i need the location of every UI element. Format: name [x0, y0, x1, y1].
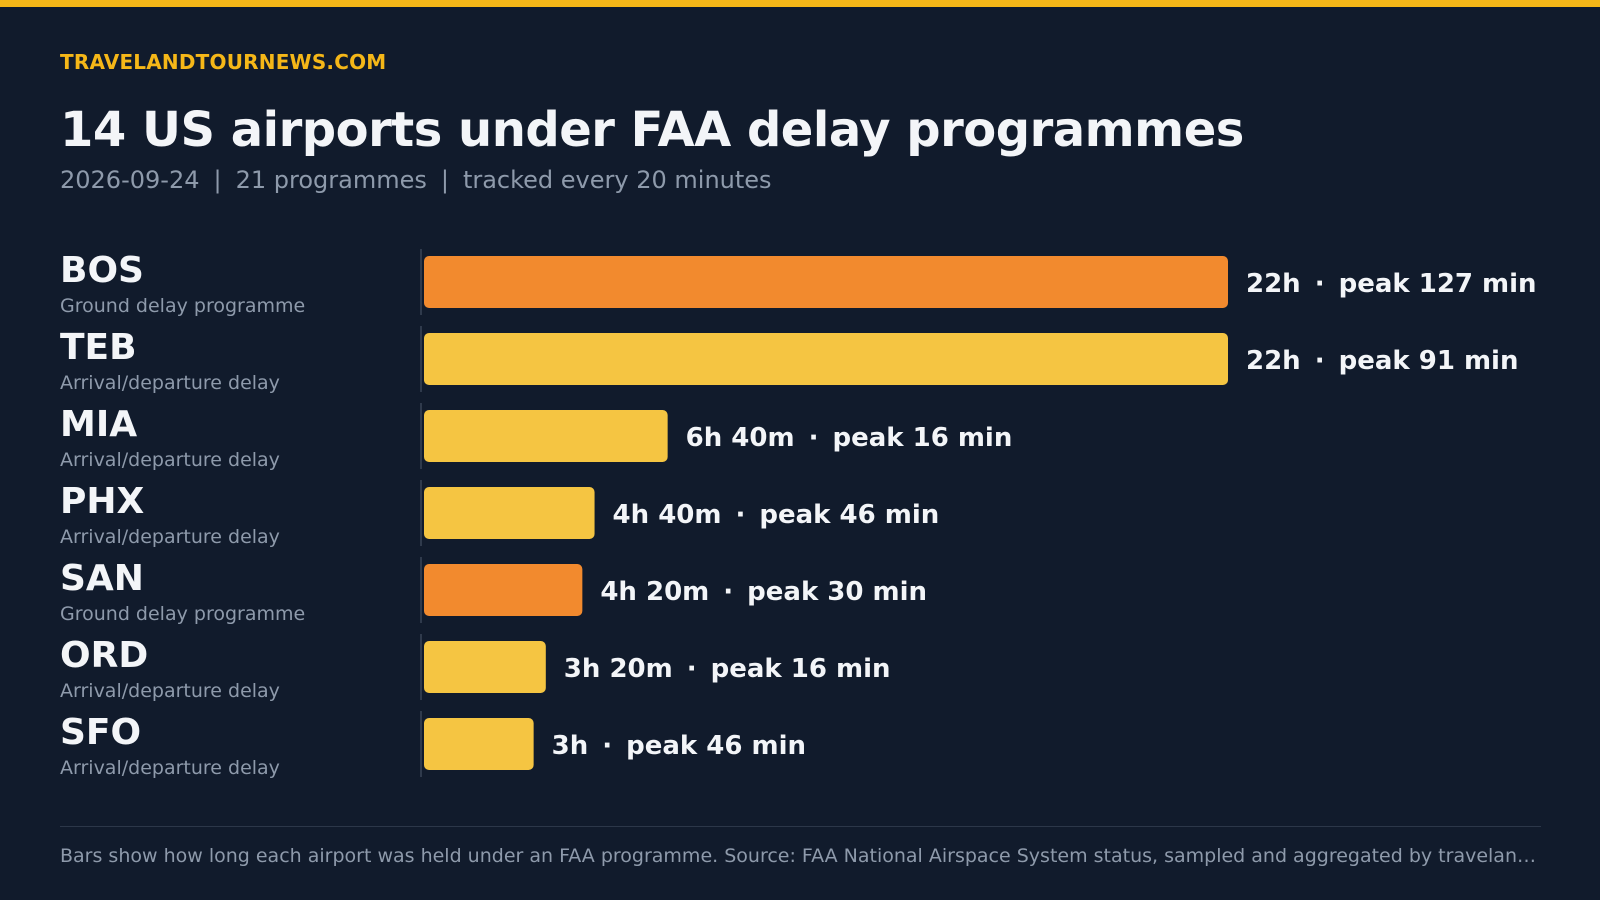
- data-label-ord: 3h 20m · peak 16 min: [564, 654, 891, 684]
- data-label-teb: 22h · peak 91 min: [1246, 346, 1518, 376]
- programme-type-label: Arrival/departure delay: [60, 680, 280, 702]
- bar-ord: [424, 641, 546, 693]
- programme-type-label: Arrival/departure delay: [60, 449, 280, 471]
- subtitle-tracking-frequency: tracked every 20 minutes: [462, 166, 772, 194]
- category-label-ord: ORD: [60, 635, 148, 676]
- data-label-bos: 22h · peak 127 min: [1246, 269, 1537, 299]
- brand-name: TRAVELANDTOURNEWS.COM: [60, 50, 387, 74]
- accent-top-bar: [0, 0, 1600, 7]
- subtitle-date: 2026-09-24: [60, 166, 200, 194]
- subtitle-programme-count: 21 programmes: [235, 166, 427, 194]
- programme-type-label: Ground delay programme: [60, 295, 305, 317]
- programme-type-label: Arrival/departure delay: [60, 526, 280, 548]
- chart-subtitle: 2026-09-24 | 21 programmes | tracked every 2…: [60, 166, 772, 194]
- bar-san: [424, 564, 583, 616]
- data-label-sfo: 3h · peak 46 min: [552, 731, 806, 761]
- footer-source-note: Bars show how long each airport was held…: [60, 845, 1541, 867]
- programme-type-label: Arrival/departure delay: [60, 757, 280, 779]
- bar-teb: [424, 333, 1228, 385]
- data-label-san: 4h 20m · peak 30 min: [600, 577, 927, 607]
- chart-title: 14 US airports under FAA delay programme…: [60, 102, 1244, 158]
- bar-sfo: [424, 718, 534, 770]
- programme-type-label: Arrival/departure delay: [60, 372, 280, 394]
- category-label-bos: BOS: [60, 250, 144, 291]
- category-label-sfo: SFO: [60, 712, 141, 753]
- category-label-san: SAN: [60, 558, 144, 599]
- bar-mia: [424, 410, 668, 462]
- category-label-teb: TEB: [60, 327, 137, 368]
- bar-phx: [424, 487, 595, 539]
- data-label-phx: 4h 40m · peak 46 min: [613, 500, 940, 530]
- subtitle-separator: |: [440, 166, 449, 194]
- data-label-mia: 6h 40m · peak 16 min: [686, 423, 1013, 453]
- category-label-phx: PHX: [60, 481, 145, 522]
- footer-divider: [60, 826, 1541, 827]
- programme-type-label: Ground delay programme: [60, 603, 305, 625]
- category-label-mia: MIA: [60, 404, 137, 445]
- subtitle-separator: |: [213, 166, 222, 194]
- bar-bos: [424, 256, 1228, 308]
